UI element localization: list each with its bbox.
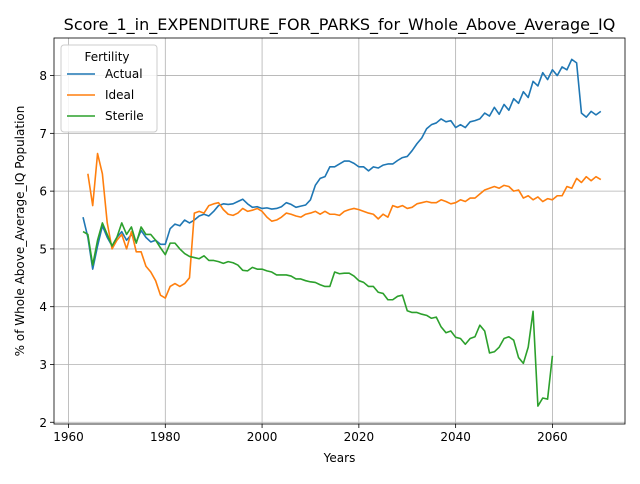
y-tick-label: 3 [39, 358, 47, 372]
y-tick-label: 8 [39, 69, 47, 83]
y-tick-label: 7 [39, 127, 47, 141]
legend-label-actual: Actual [105, 67, 143, 81]
x-tick-label: 2000 [247, 430, 278, 444]
series-line-actual [82, 58, 602, 270]
series-line-sterile [82, 222, 554, 407]
legend-label-sterile: Sterile [105, 109, 144, 123]
x-axis-label: Years [323, 451, 356, 465]
y-axis: 2 3 4 5 6 7 8 [39, 69, 54, 430]
chart-title: Score_1_in_EXPENDITURE_FOR_PARKS_for_Who… [64, 15, 616, 35]
x-tick-label: 1960 [53, 430, 84, 444]
x-tick-label: 2060 [537, 430, 568, 444]
plot-frame [53, 37, 626, 425]
grid [54, 38, 625, 424]
legend: Fertility Actual Ideal Sterile [60, 44, 158, 133]
series-lines [82, 58, 602, 407]
y-tick-label: 4 [39, 300, 47, 314]
x-tick-label: 2040 [440, 430, 471, 444]
legend-box [60, 44, 158, 133]
y-axis-label: % of Whole Above_Average_IQ Population [13, 106, 27, 357]
legend-title: Fertility [84, 50, 129, 64]
y-tick-label: 6 [39, 185, 47, 199]
y-tick-label: 2 [39, 416, 47, 430]
legend-label-ideal: Ideal [105, 88, 134, 102]
series-line-ideal [87, 152, 602, 299]
y-tick-label: 5 [39, 242, 47, 256]
x-tick-label: 1980 [150, 430, 181, 444]
x-tick-label: 2020 [344, 430, 375, 444]
x-axis: 1960 1980 2000 2020 2040 2060 [53, 424, 568, 444]
